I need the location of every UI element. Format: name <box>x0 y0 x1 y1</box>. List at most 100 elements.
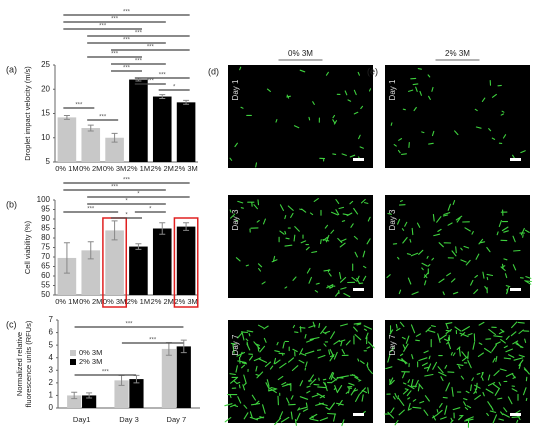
error-bar <box>183 99 190 105</box>
x-tick-label: 2% 1M <box>127 164 150 173</box>
bar <box>57 117 77 162</box>
column-label: 0% 3M <box>288 49 313 58</box>
bar <box>129 246 148 295</box>
y-tick-label: 70 <box>41 252 50 261</box>
y-tick-label: 5 <box>46 157 51 166</box>
significance-label: * <box>125 199 128 205</box>
error-bar <box>71 391 78 400</box>
x-tick-label: 0% 2M <box>79 297 102 306</box>
significance-label: *** <box>125 322 133 328</box>
significance-label: * <box>149 207 152 213</box>
bar <box>176 226 196 295</box>
y-tick-label: 65 <box>41 262 50 271</box>
x-tick-label: 2% 2M <box>151 164 174 173</box>
row-label: Day 3 <box>231 209 240 230</box>
legend-swatch <box>70 350 76 356</box>
x-tick-label: 0% 1M <box>55 297 78 306</box>
significance-label: *** <box>99 24 107 30</box>
micrograph-bg <box>385 195 530 298</box>
panel-label: (a) <box>6 64 17 74</box>
scale-bar <box>353 288 364 291</box>
y-tick-label: 60 <box>41 271 50 280</box>
scale-bar <box>510 288 521 291</box>
bar <box>114 380 129 408</box>
bar <box>81 128 101 162</box>
x-tick-label: Day 3 <box>119 415 139 424</box>
y-tick-label: 20 <box>41 84 50 93</box>
error-bar <box>86 392 93 399</box>
y-tick-label: 55 <box>41 281 50 290</box>
error-bar <box>111 132 118 143</box>
bar <box>161 348 176 408</box>
significance-label: *** <box>123 178 131 184</box>
x-tick-label: 2% 3M <box>174 297 197 306</box>
error-bar <box>63 242 70 274</box>
significance-label: *** <box>135 31 143 37</box>
y-tick-label: 10 <box>41 133 50 142</box>
x-tick-label: Day 7 <box>167 415 187 424</box>
micrograph-bg <box>228 65 373 168</box>
micrograph <box>385 65 530 168</box>
significance-label: *** <box>159 73 167 79</box>
bar <box>81 250 101 295</box>
error-bar <box>135 243 142 250</box>
x-tick-label: Day1 <box>73 415 91 424</box>
significance-label: *** <box>102 370 110 376</box>
significance-label: *** <box>123 10 131 16</box>
scale-bar <box>353 158 364 161</box>
micrograph <box>228 195 373 298</box>
y-tick-label: 80 <box>41 233 50 242</box>
x-tick-label: 2% 3M <box>174 164 197 173</box>
significance-label: * <box>137 192 140 198</box>
cells <box>384 321 530 428</box>
y-tick-label: 4 <box>49 353 54 362</box>
bar <box>152 228 172 295</box>
y-tick-label: 50 <box>41 290 50 299</box>
y-tick-label: 6 <box>49 328 54 337</box>
significance-label: *** <box>111 52 119 58</box>
y-tick-label: 7 <box>49 315 54 324</box>
error-bar <box>111 220 118 241</box>
legend-label: 2% 3M <box>79 357 102 366</box>
cells <box>390 68 526 159</box>
cells <box>224 321 375 427</box>
significance-label: *** <box>135 59 143 65</box>
significance-label: *** <box>75 103 83 109</box>
bar <box>105 230 124 295</box>
y-tick-label: 15 <box>41 109 50 118</box>
y-axis-label: fluorescence units (RFUs) <box>24 320 33 407</box>
bar <box>82 395 97 408</box>
bar <box>57 257 77 295</box>
y-tick-label: 0 <box>49 403 54 412</box>
y-tick-label: 5 <box>49 340 54 349</box>
y-tick-label: 25 <box>41 60 50 69</box>
y-tick-label: 2 <box>49 378 54 387</box>
micrograph <box>384 320 530 428</box>
significance-label: *** <box>147 45 155 51</box>
y-axis-label: Droplet impact velocity (m/s) <box>23 66 32 161</box>
bar <box>129 79 148 162</box>
x-tick-label: 0% 3M <box>103 164 126 173</box>
x-tick-label: 0% 2M <box>79 164 102 173</box>
bar <box>129 379 144 408</box>
y-axis-label: Normalized relative <box>15 332 24 396</box>
error-bar <box>159 94 166 99</box>
legend-swatch <box>70 359 76 365</box>
error-bar <box>180 339 187 354</box>
row-label: Day 3 <box>388 209 397 230</box>
error-bar <box>87 124 94 132</box>
row-label: Day 7 <box>388 334 397 355</box>
bar <box>176 346 191 408</box>
micrograph <box>385 195 532 298</box>
x-tick-label: 0% 1M <box>55 164 78 173</box>
panel-label: (b) <box>6 199 17 209</box>
bar <box>176 102 196 162</box>
scale-bar <box>510 413 521 416</box>
micrograph-bg <box>385 65 530 168</box>
x-tick-label: 2% 1M <box>127 297 150 306</box>
error-bar <box>183 222 190 231</box>
scale-bar <box>353 413 364 416</box>
y-tick-label: 100 <box>37 195 51 204</box>
row-label: Day 7 <box>231 334 240 355</box>
